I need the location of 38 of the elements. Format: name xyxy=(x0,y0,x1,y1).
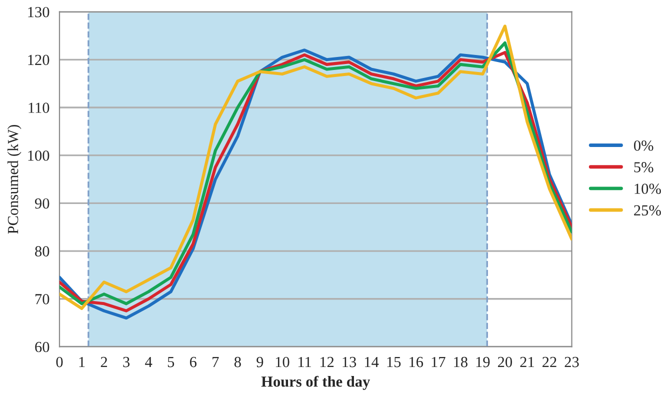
legend-label: 0% xyxy=(634,140,654,151)
y-tick-label: 80 xyxy=(35,246,50,256)
x-tick-label: 18 xyxy=(454,356,468,368)
y-axis-title: PConsumed (kW) xyxy=(7,124,22,234)
x-tick-label: 0 xyxy=(56,356,63,368)
legend-label: 10% xyxy=(634,184,661,194)
y-tick-label: 110 xyxy=(28,102,50,113)
x-tick-label: 2 xyxy=(100,356,108,368)
x-tick-label: 20 xyxy=(498,356,512,368)
y-tick-label: 120 xyxy=(28,54,50,66)
x-tick-label: 17 xyxy=(432,356,446,368)
x-tick-label: 9 xyxy=(256,356,264,368)
y-tick-label: 90 xyxy=(34,198,50,209)
x-tick-label: 16 xyxy=(410,356,424,368)
x-tick-label: 23 xyxy=(564,356,579,368)
x-tick-label: 13 xyxy=(342,356,356,368)
x-tick-label: 12 xyxy=(320,356,334,368)
x-tick-label: 1 xyxy=(79,356,85,368)
x-tick-label: 10 xyxy=(276,356,290,368)
x-tick-label: 8 xyxy=(234,356,241,368)
legend-label: 25% xyxy=(634,205,661,216)
x-axis-title: Hours of the day xyxy=(261,376,370,390)
x-tick-label: 19 xyxy=(476,356,490,368)
y-tick-label: 130 xyxy=(28,6,50,18)
y-tick-label: 70 xyxy=(35,294,50,304)
x-tick-label: 14 xyxy=(365,356,379,368)
legend-label: 5% xyxy=(634,162,654,172)
y-tick-label: 60 xyxy=(35,342,50,352)
x-tick-label: 15 xyxy=(387,356,401,368)
x-tick-label: 11 xyxy=(298,356,311,368)
x-tick-label: 7 xyxy=(212,357,219,368)
x-tick-label: 4 xyxy=(145,356,152,368)
x-tick-label: 22 xyxy=(542,356,556,368)
x-tick-label: 5 xyxy=(168,357,174,368)
y-tick-label: 100 xyxy=(28,150,50,161)
x-tick-label: 3 xyxy=(123,356,130,368)
x-tick-label: 21 xyxy=(520,356,534,368)
x-tick-label: 6 xyxy=(190,356,196,368)
